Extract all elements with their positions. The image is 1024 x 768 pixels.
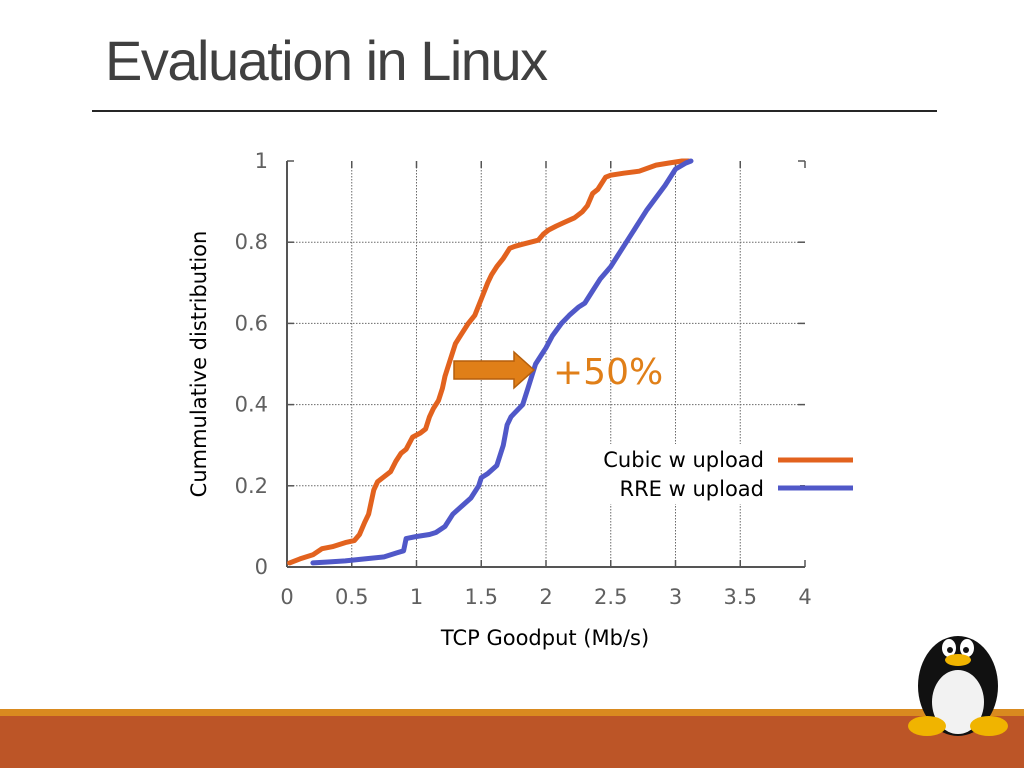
x-axis-label: TCP Goodput (Mb/s)	[440, 626, 649, 650]
x-tick-label: 2.5	[594, 585, 627, 609]
series-line-rre	[310, 158, 694, 566]
y-tick-label: 0	[255, 555, 268, 579]
chart-tick-labels: 0 0.5 1 1.5 2 2.5 3 3.5 4 0 0.2 0.4 0.6 0.8 1	[235, 149, 812, 609]
y-tick-label: 0.2	[235, 474, 268, 498]
chart-grid	[287, 161, 805, 567]
x-tick-label: 3.5	[724, 585, 757, 609]
chart-legend: Cubic w upload RRE w upload	[548, 444, 853, 504]
improvement-label: +50%	[553, 352, 663, 393]
x-tick-label: 0.5	[335, 585, 368, 609]
legend-label-cubic: Cubic w upload	[603, 448, 764, 472]
tux-penguin-icon	[908, 636, 1008, 736]
chart-axes	[286, 160, 806, 568]
y-tick-label: 0.8	[235, 230, 268, 254]
x-tick-label: 0	[280, 585, 293, 609]
legend-label-rre: RRE w upload	[620, 477, 765, 501]
y-axis-label: Cummulative distribution	[187, 231, 211, 498]
footer-band	[0, 716, 1024, 768]
footer-accent-line	[0, 709, 1024, 716]
x-tick-label: 1.5	[465, 585, 498, 609]
title-divider	[92, 110, 937, 112]
y-tick-label: 1	[255, 149, 268, 173]
legend-background	[548, 444, 800, 504]
x-tick-label: 3	[669, 585, 682, 609]
series-line-cubic	[287, 158, 691, 566]
cdf-chart: 0 0.5 1 1.5 2 2.5 3 3.5 4 0 0.2 0.4 0.6 0.8 1 +50% Cub…	[187, 149, 853, 650]
right-arrow-icon	[453, 350, 536, 390]
chart-annotation: +50%	[453, 350, 663, 393]
y-tick-label: 0.6	[235, 311, 268, 335]
y-tick-label: 0.4	[235, 393, 268, 417]
chart-series	[287, 158, 694, 566]
x-tick-label: 1	[410, 585, 423, 609]
x-tick-label: 2	[539, 585, 552, 609]
slide-title: Evaluation in Linux	[105, 29, 548, 92]
x-tick-label: 4	[798, 585, 811, 609]
